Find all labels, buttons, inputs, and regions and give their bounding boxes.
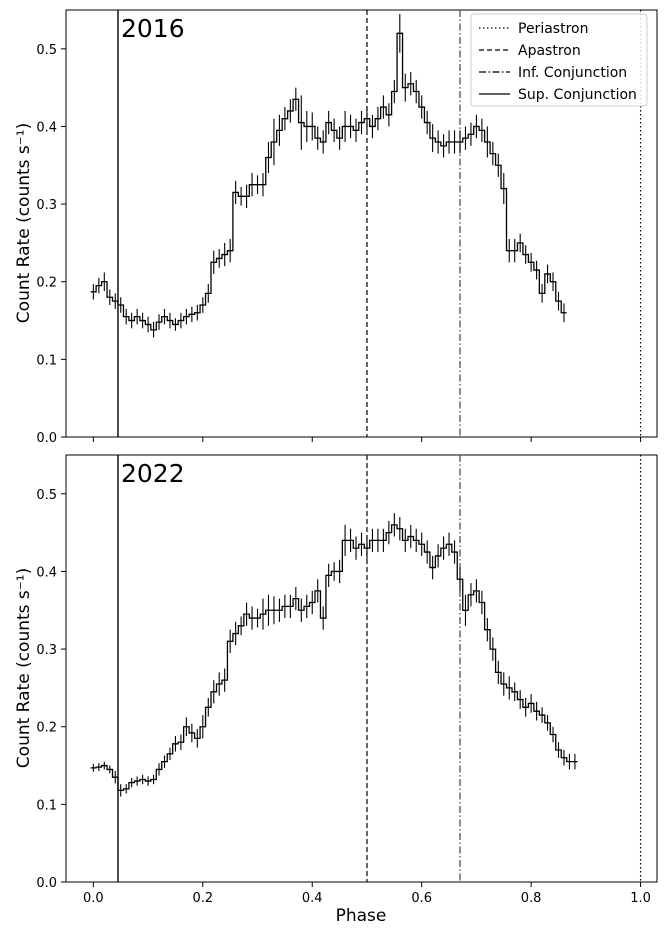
step-line [90,524,578,792]
legend: Periastron Apastron Inf. Conjunction Sup… [470,13,648,107]
y-tick-label: 0.5 [36,43,57,58]
light-curve-2016 [90,13,567,338]
y-tick-label: 0.1 [36,798,57,813]
panel-2016: 0.0 0.1 0.2 0.3 0.4 0.5 2016 Periastron Apast… [36,9,658,446]
x-ticks: 0.0 0.2 0.4 0.6 0.8 1.0 [83,882,651,906]
panel-title: 2016 [121,14,185,43]
x-tick-label: 0.2 [192,891,213,906]
y-tick-label: 0.1 [36,353,57,368]
y-axis-label-bottom: Count Rate (counts s⁻¹) [14,568,34,768]
y-ticks: 0.0 0.1 0.2 0.3 0.4 0.5 [36,43,66,446]
y-ticks: 0.0 0.1 0.2 0.3 0.4 0.5 [36,488,66,891]
y-tick-label: 0.0 [36,431,57,446]
legend-label-inf-conjunction: Inf. Conjunction [518,65,627,81]
legend-label-apastron: Apastron [518,43,581,59]
x-tick-label: 0.6 [411,891,432,906]
y-tick-label: 0.4 [36,565,57,580]
y-tick-label: 0.2 [36,276,57,291]
y-tick-label: 0.3 [36,198,57,213]
x-tick-label: 0.8 [521,891,542,906]
x-axis-label: Phase [336,906,387,926]
legend-label-periastron: Periastron [518,21,588,37]
x-ticks [92,437,642,442]
light-curve-2022 [90,513,578,797]
legend-box [470,13,648,107]
legend-label-sup-conjunction: Sup. Conjunction [518,87,637,103]
y-tick-label: 0.3 [36,643,57,658]
x-tick-label: 0.0 [83,891,104,906]
y-tick-label: 0.2 [36,721,57,736]
plot-frame [65,454,658,883]
reference-lines [117,455,642,882]
y-tick-label: 0.0 [36,876,57,891]
y-tick-label: 0.5 [36,488,57,503]
y-tick-label: 0.4 [36,120,57,135]
x-tick-label: 1.0 [630,891,651,906]
x-tick-label: 0.4 [302,891,323,906]
panel-2022: 0.0 0.2 0.4 0.6 0.8 1.0 0.0 0.1 0.2 0.3 0.4 0.5 20… [36,454,658,906]
y-axis-label-top: Count Rate (counts s⁻¹) [14,123,34,323]
panel-title: 2022 [121,459,185,488]
reference-lines [117,10,642,437]
